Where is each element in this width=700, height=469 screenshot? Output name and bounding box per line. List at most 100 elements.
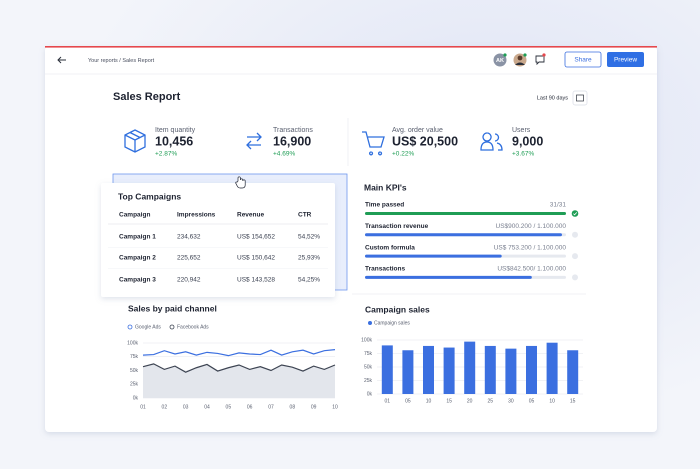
x-tick-label: 05 bbox=[405, 398, 411, 404]
y-tick-label: 100k bbox=[361, 337, 372, 343]
legend-label: Campaign sales bbox=[374, 320, 410, 326]
kpi-item-value: 31/31 bbox=[550, 202, 567, 209]
table-cell: 220,942 bbox=[177, 277, 201, 284]
bar bbox=[381, 345, 393, 394]
avatar-initials: AK bbox=[496, 58, 504, 64]
kpi-item-label: Custom formula bbox=[365, 244, 415, 251]
page-title: Sales Report bbox=[113, 91, 181, 103]
preview-button[interactable] bbox=[607, 52, 644, 67]
status-pending bbox=[572, 253, 578, 260]
table-cell: Campaign 1 bbox=[119, 234, 156, 241]
preview-label: Preview bbox=[614, 57, 637, 64]
y-tick-label: 50k bbox=[130, 368, 139, 374]
x-tick-label: 02 bbox=[162, 404, 168, 410]
transfer-icon bbox=[246, 132, 262, 150]
table-cell: US$ 150,642 bbox=[237, 255, 275, 262]
main-kpis-card bbox=[352, 175, 586, 290]
chart-title: Sales by paid channel bbox=[128, 303, 217, 313]
kpi-change: +0.22% bbox=[392, 151, 414, 158]
bar bbox=[567, 350, 579, 394]
legend-label: Facebook Ads bbox=[177, 324, 209, 330]
kpi-value: US$ 20,500 bbox=[392, 134, 458, 148]
series-line bbox=[142, 363, 336, 373]
table-cell: 54,25% bbox=[298, 277, 320, 284]
notification-dot bbox=[542, 53, 546, 57]
kpi-icons bbox=[124, 129, 503, 156]
y-tick-label: 75k bbox=[364, 351, 373, 357]
bar bbox=[505, 348, 517, 394]
bar bbox=[464, 341, 476, 394]
table-cell: US$ 154,652 bbox=[237, 234, 275, 241]
kpi-value: 9,000 bbox=[512, 134, 543, 148]
x-tick-label: 20 bbox=[467, 398, 473, 404]
column-header: Campaign bbox=[119, 212, 150, 219]
progress-bar bbox=[365, 212, 566, 215]
bar bbox=[484, 345, 496, 394]
x-tick-label: 08 bbox=[290, 404, 296, 410]
avatar-body bbox=[515, 62, 525, 65]
legend-label: Google Ads bbox=[135, 324, 161, 330]
breadcrumb[interactable]: Your reports / Sales Report bbox=[88, 58, 155, 64]
table-cell: 25,93% bbox=[298, 255, 320, 262]
kpi-change: +4.69% bbox=[273, 151, 295, 158]
legend-marker bbox=[127, 324, 133, 330]
kpi-label: Item quantity bbox=[155, 127, 196, 134]
status-check bbox=[573, 212, 578, 216]
date-range[interactable]: Last 90 days bbox=[537, 95, 568, 101]
y-tick-label: 75k bbox=[130, 354, 139, 360]
kpi-item-value: US$842.500/ 1.100.000 bbox=[497, 266, 566, 273]
comments-icon[interactable] bbox=[535, 55, 545, 66]
bar bbox=[443, 347, 455, 394]
status-dot bbox=[523, 53, 527, 57]
kpi-change: +2.87% bbox=[155, 151, 177, 158]
table-cell: 234,632 bbox=[177, 234, 201, 241]
status-complete bbox=[571, 210, 579, 217]
legend-marker bbox=[169, 324, 175, 330]
y-tick-label: 25k bbox=[130, 382, 139, 388]
table-cell: Campaign 2 bbox=[119, 255, 156, 262]
status-dot bbox=[503, 53, 507, 57]
x-tick-label: 05 bbox=[226, 404, 232, 410]
card-title: Main KPI's bbox=[364, 182, 407, 192]
y-tick-label: 0k bbox=[133, 395, 139, 401]
x-tick-label: 03 bbox=[183, 404, 189, 410]
window-top-bar bbox=[45, 46, 657, 48]
column-header: Impressions bbox=[177, 212, 216, 219]
x-tick-label: 15 bbox=[570, 398, 576, 404]
report-window bbox=[45, 46, 657, 432]
chart-title: Campaign sales bbox=[365, 304, 430, 314]
table-cell: 54,52% bbox=[298, 234, 320, 241]
kpi-change: +3.67% bbox=[512, 151, 534, 158]
kpi-item-label: Transaction revenue bbox=[365, 223, 429, 230]
kpi-item-label: Time passed bbox=[365, 202, 404, 209]
y-tick-label: 50k bbox=[364, 364, 373, 370]
x-tick-label: 10 bbox=[426, 398, 432, 404]
calendar-button[interactable] bbox=[572, 90, 588, 106]
share-button[interactable] bbox=[564, 51, 602, 68]
bar bbox=[423, 345, 434, 394]
back-arrow[interactable] bbox=[57, 56, 66, 64]
x-tick-label: 06 bbox=[247, 404, 253, 410]
kpi-label: Transactions bbox=[273, 127, 313, 134]
progress-bar bbox=[365, 275, 532, 279]
column-header: Revenue bbox=[237, 212, 264, 219]
x-tick-label: 01 bbox=[385, 398, 391, 404]
bar bbox=[402, 350, 414, 394]
calendar-icon bbox=[576, 94, 584, 102]
kpi-label: Users bbox=[512, 127, 531, 134]
kpi-item-value: US$900.200 / 1.100.000 bbox=[496, 223, 567, 230]
y-tick-label: 25k bbox=[364, 378, 373, 384]
x-tick-label: 01 bbox=[140, 404, 146, 410]
y-tick-label: 0k bbox=[367, 391, 373, 397]
kpi-value: 10,456 bbox=[155, 134, 193, 148]
kpi-label: Avg. order value bbox=[392, 127, 443, 134]
x-tick-label: 07 bbox=[268, 404, 274, 410]
x-tick-label: 30 bbox=[508, 398, 514, 404]
progress-bar bbox=[365, 233, 562, 237]
avatar[interactable] bbox=[493, 53, 507, 67]
progress-bar bbox=[365, 254, 502, 258]
table-cell: Campaign 3 bbox=[119, 277, 156, 284]
kpi-item-label: Transactions bbox=[365, 266, 405, 273]
dynamic-content: Item quantity10,456+2.87%Transactions16,… bbox=[108, 127, 583, 410]
